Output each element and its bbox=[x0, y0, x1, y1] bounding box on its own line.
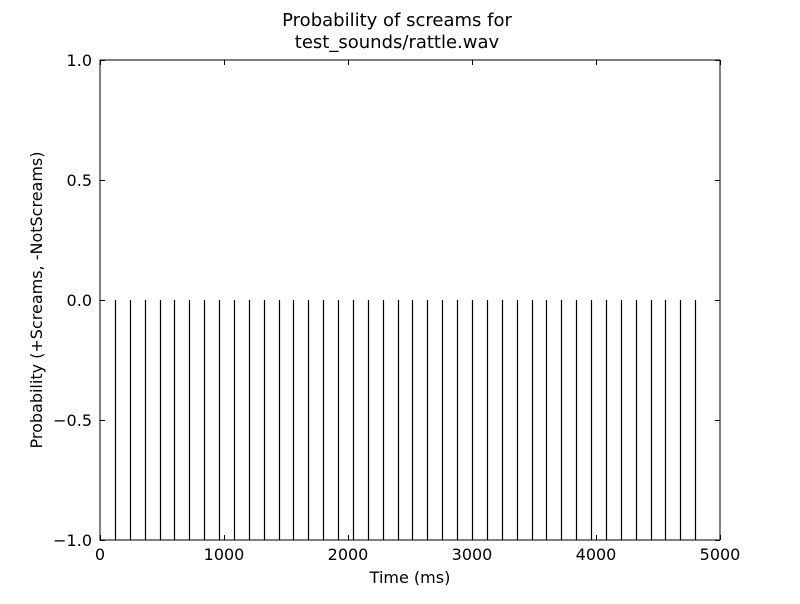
x-tick-label: 4000 bbox=[576, 545, 617, 564]
x-tick-label: 3000 bbox=[452, 545, 493, 564]
x-tick-label: 2000 bbox=[328, 545, 369, 564]
y-axis-ticks: 1.0 0.5 0.0 −0.5 −1.0 bbox=[53, 51, 720, 550]
x-tick-label: 0 bbox=[95, 545, 105, 564]
y-tick-label: −0.5 bbox=[53, 411, 92, 430]
x-tick-label: 5000 bbox=[700, 545, 741, 564]
x-axis-ticks: 0 1000 2000 3000 4000 5000 bbox=[95, 60, 740, 564]
chart-title-line-2: test_sounds/rattle.wav bbox=[295, 32, 500, 53]
data-marks bbox=[114, 300, 697, 540]
y-tick-label: 1.0 bbox=[67, 51, 92, 70]
x-axis-label: Time (ms) bbox=[369, 568, 451, 587]
chart-title-line-1: Probability of screams for bbox=[282, 10, 512, 31]
y-axis-label: Probability (+Screams, -NotScreams) bbox=[27, 151, 46, 448]
y-tick-label: 0.0 bbox=[67, 291, 92, 310]
y-tick-label: −1.0 bbox=[53, 531, 92, 550]
x-tick-label: 1000 bbox=[204, 545, 245, 564]
y-tick-label: 0.5 bbox=[67, 171, 92, 190]
